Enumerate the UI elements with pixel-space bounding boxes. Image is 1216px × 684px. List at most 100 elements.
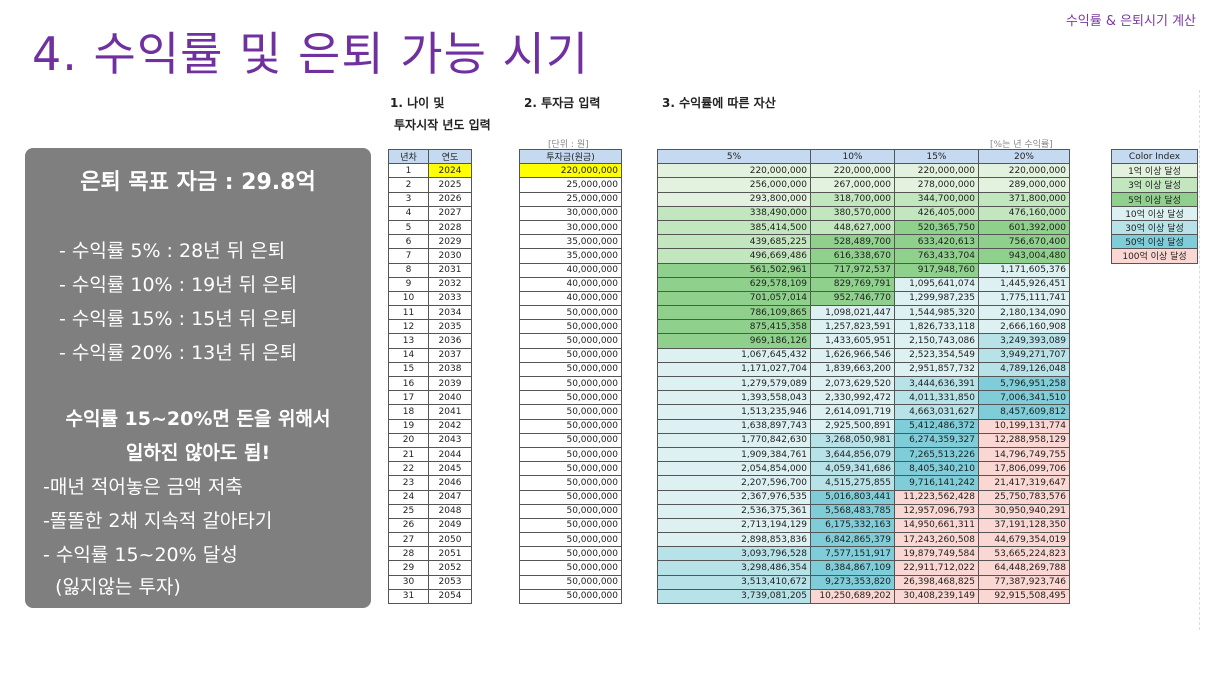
year-no-header: 년차 — [388, 148, 429, 165]
year-no-cell: 22 — [388, 461, 429, 477]
legend-item: 5억 이상 달성 — [1111, 191, 1198, 207]
year-no-cell: 23 — [388, 475, 429, 491]
year-cell: 2028 — [428, 219, 472, 236]
table-row: 1,770,842,630 3,268,050,981 6,274,359,327 1… — [657, 432, 1070, 448]
rate-line: - 수익률 20% : 13년 뒤 은퇴 — [59, 342, 298, 364]
rate-20-cell: 2,666,160,908 — [978, 319, 1070, 335]
table-row: 2 2025 — [388, 177, 472, 193]
summary-panel: 은퇴 목표 자금 : 29.8억 - 수익률 5% : 28년 뒤 은퇴 - 수… — [25, 148, 371, 608]
year-cell: 2040 — [428, 390, 472, 406]
table-row: 50,000,000 — [519, 588, 622, 605]
rate-20-cell: 371,800,000 — [978, 191, 1070, 207]
rate-line: - 수익률 10% : 19년 뒤 은퇴 — [59, 274, 298, 296]
legend-item: 50억 이상 달성 — [1111, 234, 1198, 250]
table-row: 6 2029 — [388, 234, 472, 250]
table-row: 875,415,358 1,257,823,591 1,826,733,118 2,6… — [657, 319, 1070, 335]
table-row: 3 2026 — [388, 191, 472, 207]
rate-10-cell: 3,644,856,079 — [810, 446, 895, 463]
rate-20-cell: 289,000,000 — [978, 177, 1070, 193]
rate-10-cell: 616,338,670 — [810, 248, 895, 264]
invest-cell: 50,000,000 — [519, 503, 622, 519]
rate-5-cell: 786,109,865 — [657, 305, 811, 321]
rate-15-cell: 2,150,743,086 — [894, 333, 979, 349]
table-row: 27 2050 — [388, 532, 472, 548]
year-cell: 2034 — [428, 305, 472, 321]
table-row: 12 2035 — [388, 319, 472, 335]
year-no-cell: 6 — [388, 234, 429, 250]
table-row: 18 2041 — [388, 404, 472, 420]
conclusion-line-2: 일하진 않아도 됨! — [125, 442, 271, 464]
rate-20-cell: 53,665,224,823 — [978, 546, 1070, 562]
rate-5-cell: 629,578,109 — [657, 276, 811, 292]
slide-edge-marker — [1195, 90, 1200, 630]
year-no-cell: 20 — [388, 432, 429, 448]
table-row: 50,000,000 — [519, 375, 622, 392]
table-row: 50,000,000 — [519, 461, 622, 477]
note-line: (잃지않는 투자) — [43, 576, 181, 598]
rate-15-cell: 3,444,636,391 — [894, 375, 979, 392]
rate-5-cell: 256,000,000 — [657, 177, 811, 193]
invest-cell: 50,000,000 — [519, 461, 622, 477]
rate-20-cell: 92,915,508,495 — [978, 588, 1070, 605]
rate-20-cell: 44,679,354,019 — [978, 532, 1070, 548]
rate-15-cell: 763,433,704 — [894, 248, 979, 264]
unit-rate-label: [%는 년 수익률] — [990, 140, 1053, 150]
invest-cell: 50,000,000 — [519, 489, 622, 505]
year-no-cell: 10 — [388, 290, 429, 307]
invest-cell: 50,000,000 — [519, 517, 622, 534]
year-cell: 2054 — [428, 588, 472, 605]
rate-20-cell: 64,448,269,788 — [978, 560, 1070, 576]
rate-15-cell: 26,398,468,825 — [894, 574, 979, 590]
rate-10-cell: 5,016,803,441 — [810, 489, 895, 505]
rate-15-cell: 5,412,486,372 — [894, 418, 979, 434]
rate-5-cell: 293,800,000 — [657, 191, 811, 207]
table-row: 23 2046 — [388, 475, 472, 491]
table-row: 256,000,000 267,000,000 278,000,000 289,000… — [657, 177, 1070, 193]
rate-20-cell: 943,004,480 — [978, 248, 1070, 264]
invest-cell: 50,000,000 — [519, 305, 622, 321]
rate-10-cell: 7,577,151,917 — [810, 546, 895, 562]
rate-20-cell: 756,670,400 — [978, 234, 1070, 250]
year-cell: 2042 — [428, 418, 472, 434]
year-no-cell: 14 — [388, 347, 429, 363]
year-cell: 2025 — [428, 177, 472, 193]
table-row: 3,513,410,672 9,273,353,820 26,398,468,825… — [657, 574, 1070, 590]
rate-10-cell: 4,515,275,855 — [810, 475, 895, 491]
rate-15-cell: 520,365,750 — [894, 219, 979, 236]
invest-cell: 50,000,000 — [519, 418, 622, 434]
invest-cell: 50,000,000 — [519, 432, 622, 448]
table-row: 50,000,000 — [519, 418, 622, 434]
table-row: 2,898,853,836 6,842,865,379 17,243,260,508… — [657, 532, 1070, 548]
table-row: 50,000,000 — [519, 546, 622, 562]
table-row: 2,207,596,700 4,515,275,855 9,716,141,242 2… — [657, 475, 1070, 491]
invest-cell: 50,000,000 — [519, 475, 622, 491]
rate-10-cell: 1,839,663,200 — [810, 361, 895, 378]
table-row: 50,000,000 — [519, 475, 622, 491]
rate-10-cell: 3,268,050,981 — [810, 432, 895, 448]
year-no-cell: 17 — [388, 390, 429, 406]
rate-20-cell: 3,249,393,089 — [978, 333, 1070, 349]
rate-20-cell: 37,191,128,350 — [978, 517, 1070, 534]
color-index-table: Color Index 1억 이상 달성 3억 이상 달성 5억 이상 달성 10억 … — [1111, 148, 1198, 264]
table-row: 4 2027 — [388, 205, 472, 221]
year-no-cell: 25 — [388, 503, 429, 519]
rate-10-cell: 952,746,770 — [810, 290, 895, 307]
legend-item: 10억 이상 달성 — [1111, 205, 1198, 221]
year-cell: 2036 — [428, 333, 472, 349]
rate-5-cell: 875,415,358 — [657, 319, 811, 335]
table-row: 3,298,486,354 8,384,867,109 22,911,712,022… — [657, 560, 1070, 576]
rate-15-cell: 14,950,661,311 — [894, 517, 979, 534]
table-row: 50,000,000 — [519, 361, 622, 378]
year-no-cell: 15 — [388, 361, 429, 378]
page-title: 4. 수익률 및 은퇴 가능 시기 — [32, 27, 590, 81]
table-row: 35,000,000 — [519, 248, 622, 264]
rate-10-cell: 1,626,966,546 — [810, 347, 895, 363]
rate-5-cell: 2,207,596,700 — [657, 475, 811, 491]
conclusion-line-1: 수익률 15~20%면 돈을 위해서 — [65, 408, 331, 430]
rate-15-cell: 426,405,000 — [894, 205, 979, 221]
table-row: 1,067,645,432 1,626,966,546 2,523,354,549 3… — [657, 347, 1070, 363]
invest-cell: 25,000,000 — [519, 191, 622, 207]
table-row: 969,186,126 1,433,605,951 2,150,743,086 3,2… — [657, 333, 1070, 349]
year-no-cell: 16 — [388, 375, 429, 392]
rate-15-cell: 1,095,641,074 — [894, 276, 979, 292]
